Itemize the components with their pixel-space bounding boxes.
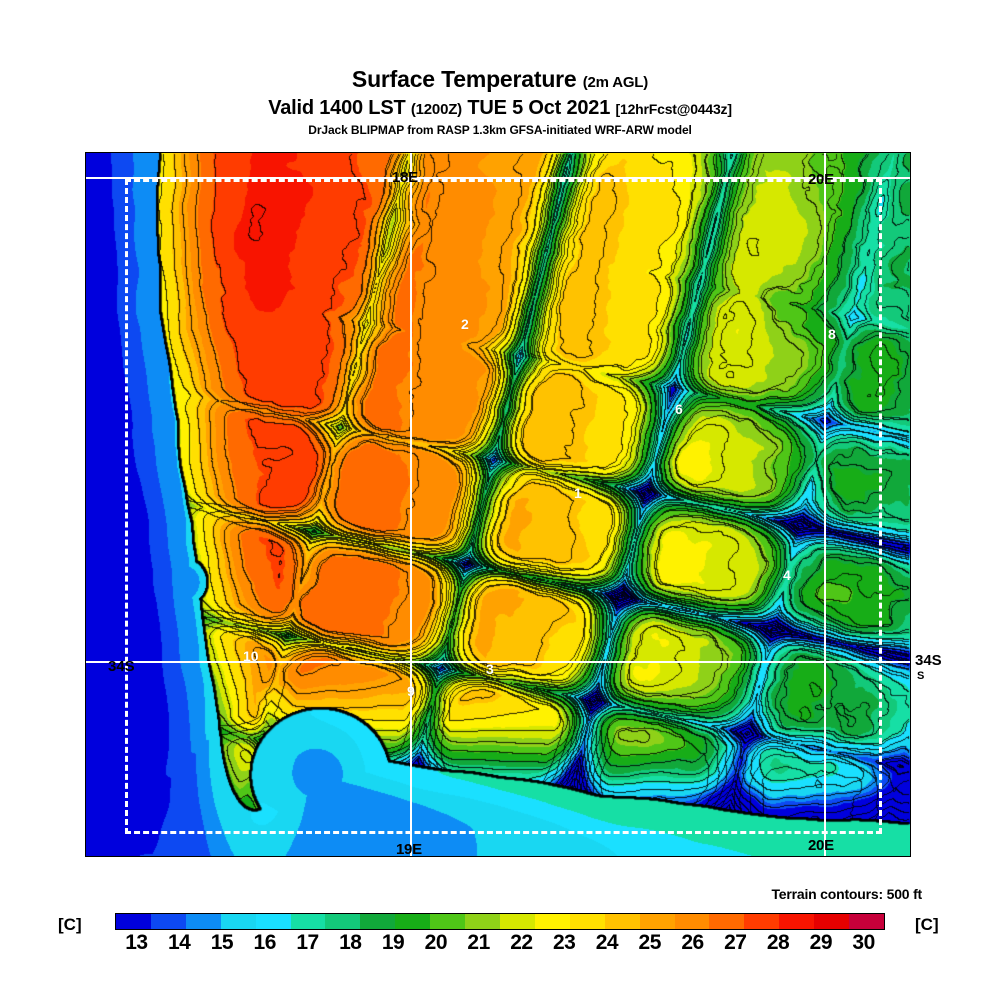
colorbar-tick-labels: 13 14 15 16 17 18 19 20 21 22 23 24 25 26 27 28 29 30 xyxy=(115,931,885,955)
forecast-domain-boundary xyxy=(125,179,882,834)
colorbar-band-3 xyxy=(220,914,256,929)
colorbar-tick-18: 18 xyxy=(339,931,362,954)
colorbar-strip xyxy=(115,913,885,930)
colorbar-band-16 xyxy=(674,914,710,929)
colorbar-tick-24: 24 xyxy=(595,931,619,954)
colorbar-band-20 xyxy=(814,914,850,929)
colorbar-band-21 xyxy=(849,914,884,929)
valid-date: TUE 5 Oct 2021 xyxy=(467,97,611,119)
colorbar-tick-29: 29 xyxy=(809,931,833,954)
valid-zulu: (1200Z) xyxy=(410,101,462,118)
map-waypoint-4: 4 xyxy=(783,567,791,583)
lat-label-left: 34S xyxy=(108,658,135,675)
gridline-lat-34s xyxy=(86,661,910,663)
forecast-tag: [12hrFcst@0443z] xyxy=(615,101,732,117)
valid-prefix: Valid 1400 LST xyxy=(268,97,406,119)
colorbar-tick-15: 15 xyxy=(210,931,234,954)
map-edge-label-18E-0: 18E xyxy=(392,169,418,186)
colorbar-band-6 xyxy=(325,914,361,929)
colorbar-tick-25: 25 xyxy=(638,931,662,954)
lat-label-right-sub: S xyxy=(917,670,925,682)
map-edge-label-20E-3: 20E xyxy=(808,837,834,854)
temperature-map[interactable]: 18E 20E 19E 20E 2 8 6 1 4 10 3 9 xyxy=(85,152,911,857)
unit-label-left: [C] xyxy=(58,915,82,934)
terrain-contour-note: Terrain contours: 500 ft xyxy=(771,886,922,902)
map-waypoint-6: 6 xyxy=(675,401,683,417)
map-waypoint-1: 1 xyxy=(574,485,582,501)
colorbar-tick-20: 20 xyxy=(424,931,448,954)
colorbar-band-17 xyxy=(709,914,745,929)
colorbar-band-12 xyxy=(534,914,570,929)
colorbar-band-18 xyxy=(744,914,780,929)
gridline-lon-20e xyxy=(824,153,826,856)
title-block: Surface Temperature (2m AGL) Valid 1400 … xyxy=(0,66,1000,138)
gridline-lat-top xyxy=(86,177,910,179)
map-edge-label-19E-2: 19E xyxy=(396,841,422,857)
title-main: Surface Temperature xyxy=(351,66,577,92)
colorbar-tick-14: 14 xyxy=(167,931,191,954)
title-sub: (2m AGL) xyxy=(582,74,649,91)
colorbar-band-8 xyxy=(395,914,431,929)
colorbar-tick-22: 22 xyxy=(510,931,533,954)
model-source-line: DrJack BLIPMAP from RASP 1.3km GFSA-init… xyxy=(308,123,692,137)
unit-label-right: [C] xyxy=(915,915,939,934)
colorbar-tick-19: 19 xyxy=(381,931,405,954)
colorbar-band-10 xyxy=(465,914,500,929)
gridline-lon-19e xyxy=(410,153,412,856)
colorbar-band-15 xyxy=(639,914,675,929)
colorbar-tick-16: 16 xyxy=(253,931,277,954)
colorbar-tick-21: 21 xyxy=(467,931,490,954)
colorbar-band-11 xyxy=(499,914,535,929)
map-edge-label-20E-1: 20E xyxy=(808,171,834,188)
colorbar-tick-28: 28 xyxy=(766,931,790,954)
map-waypoint-3: 3 xyxy=(486,661,494,677)
colorbar[interactable]: 13 14 15 16 17 18 19 20 21 22 23 24 25 26 27 28 29 30 xyxy=(0,913,1000,955)
colorbar-band-14 xyxy=(604,914,640,929)
colorbar-band-9 xyxy=(430,914,466,929)
colorbar-tick-13: 13 xyxy=(125,931,148,954)
lat-label-right: 34S xyxy=(915,652,942,669)
colorbar-tick-30: 30 xyxy=(852,931,875,954)
map-waypoint-9: 9 xyxy=(407,683,415,699)
colorbar-band-19 xyxy=(779,914,815,929)
map-waypoint-8: 8 xyxy=(828,326,836,342)
colorbar-tick-17: 17 xyxy=(296,931,319,954)
map-waypoint-2: 2 xyxy=(461,316,469,332)
colorbar-band-13 xyxy=(569,914,605,929)
map-waypoint-10: 10 xyxy=(243,648,259,664)
colorbar-tick-26: 26 xyxy=(681,931,704,954)
colorbar-band-0 xyxy=(116,914,151,929)
colorbar-band-4 xyxy=(255,914,291,929)
colorbar-band-1 xyxy=(150,914,186,929)
colorbar-tick-27: 27 xyxy=(724,931,747,954)
colorbar-tick-23: 23 xyxy=(552,931,576,954)
temperature-field-canvas xyxy=(86,153,910,856)
colorbar-band-5 xyxy=(290,914,326,929)
page-title: Surface Temperature (2m AGL) xyxy=(0,66,1000,96)
valid-time-line: Valid 1400 LST (1200Z) TUE 5 Oct 2021 [1… xyxy=(0,96,1000,122)
colorbar-band-2 xyxy=(185,914,221,929)
colorbar-band-7 xyxy=(360,914,396,929)
